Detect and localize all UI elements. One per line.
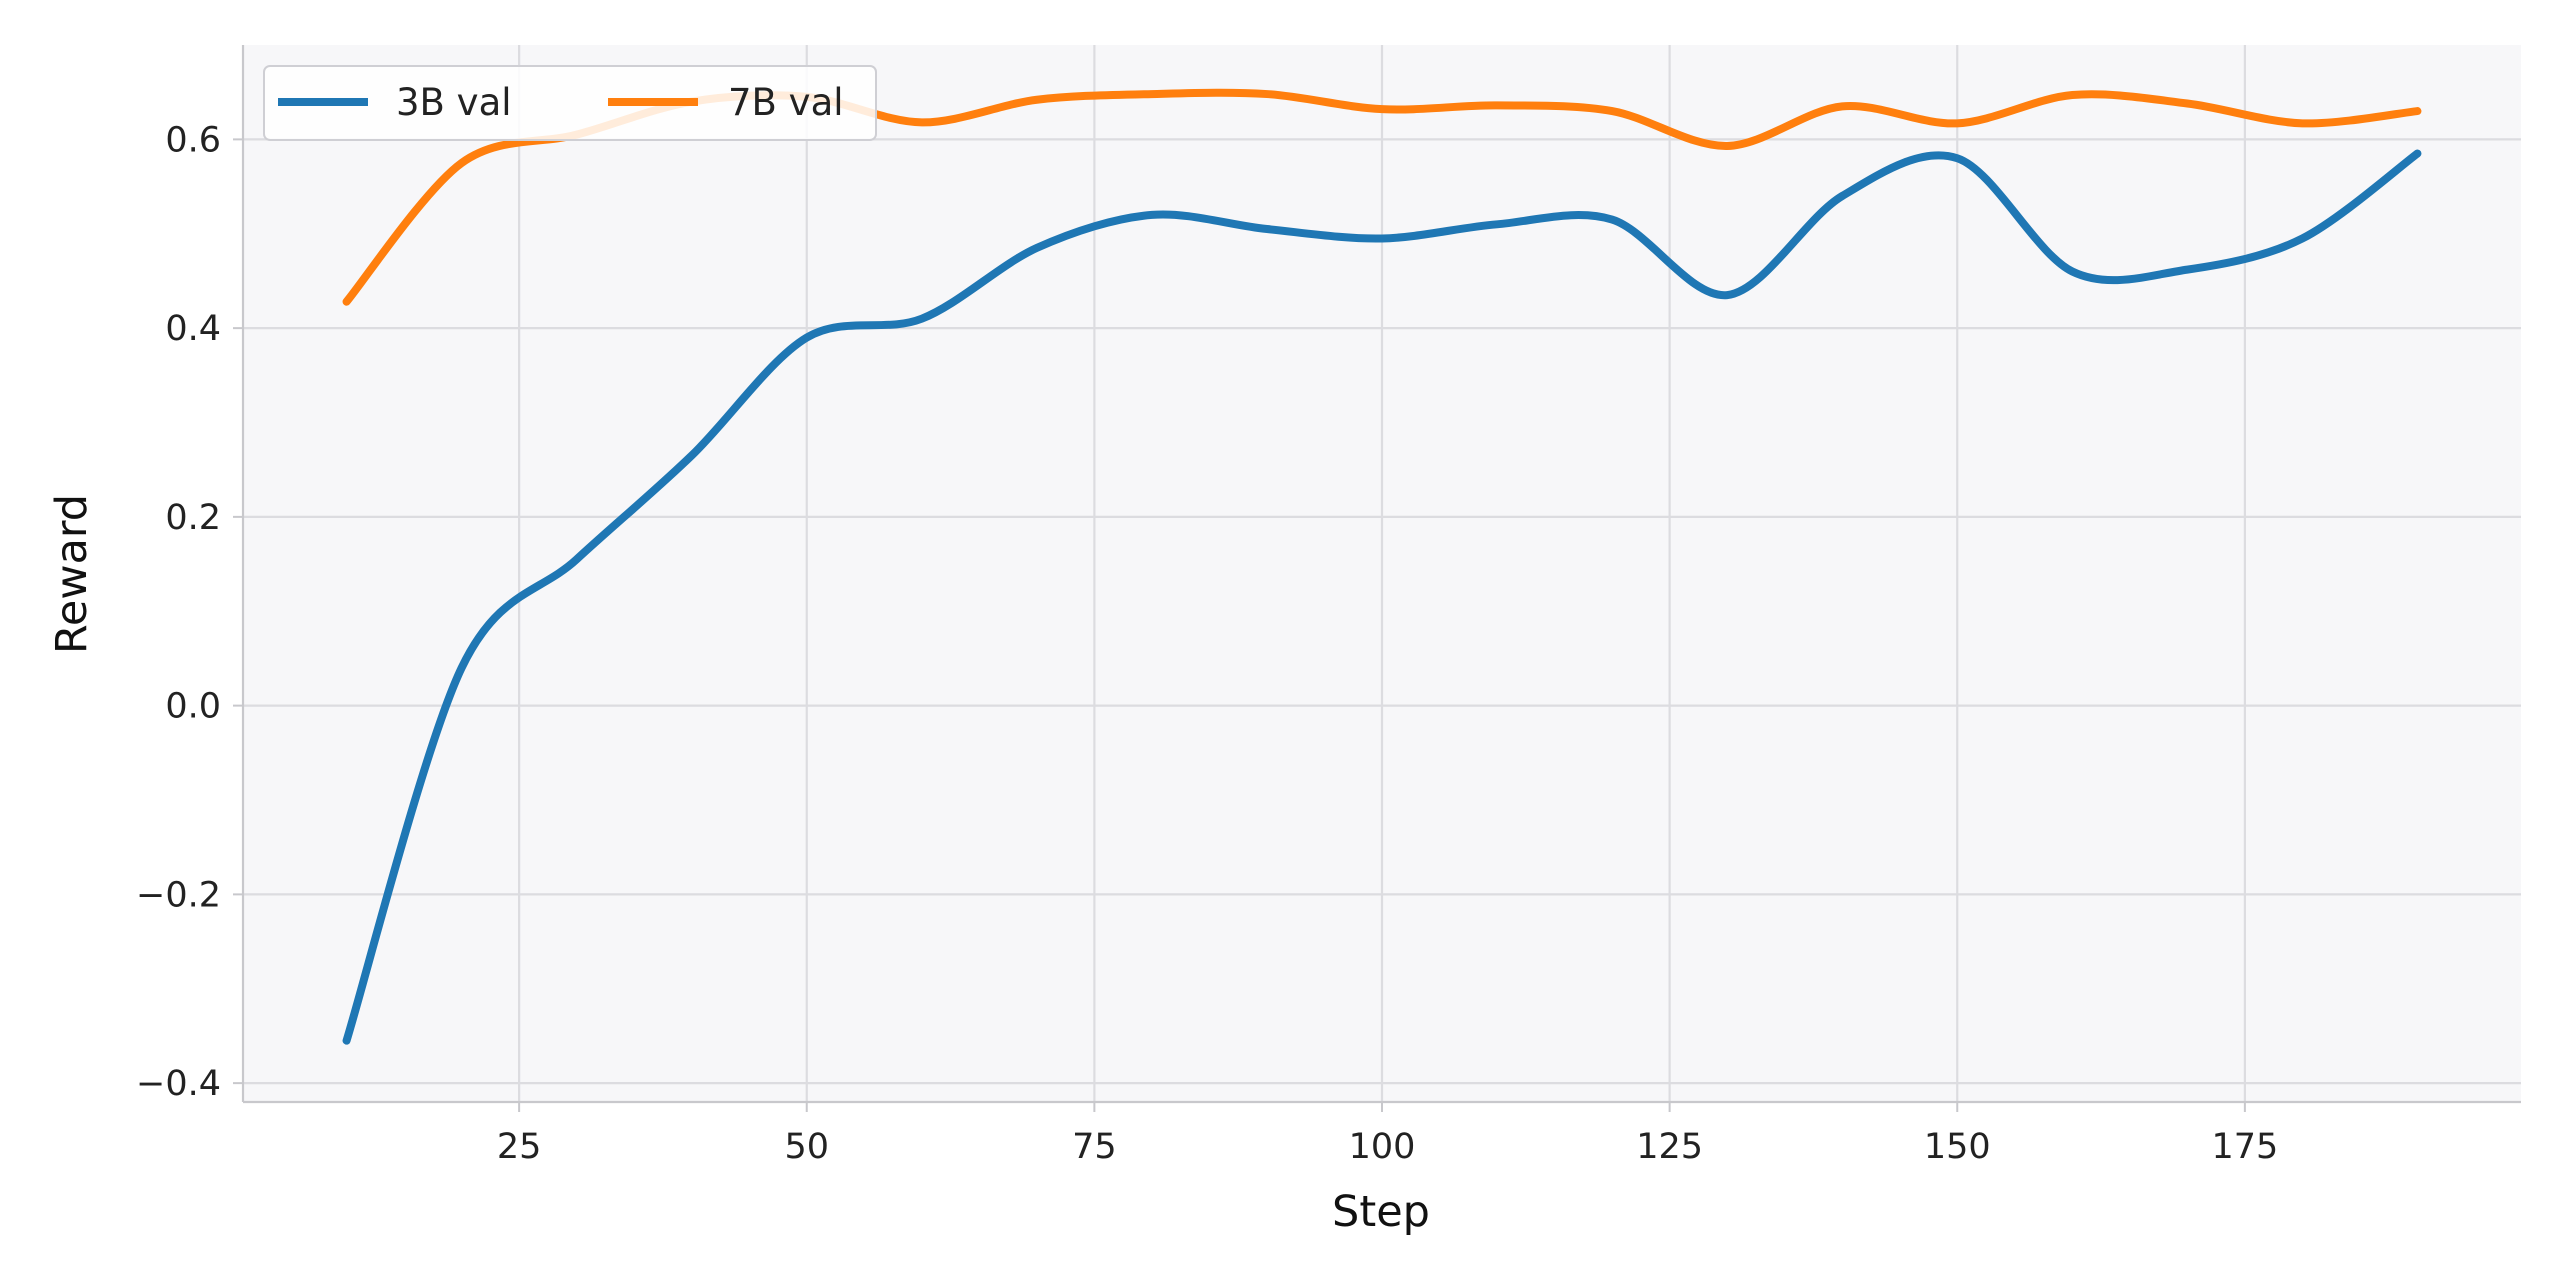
series-0 <box>342 149 2422 1045</box>
legend-label-3b: 3B val <box>396 81 512 124</box>
x-tick-label-6: 175 <box>2211 1127 2278 1167</box>
x-tick-label-2: 75 <box>1072 1127 1117 1167</box>
y-axis-label: Reward <box>47 494 97 654</box>
legend: 3B val 7B val <box>263 65 877 141</box>
y-tick-label-1: −0.2 <box>136 875 221 915</box>
y-tick-label-3: 0.2 <box>165 498 221 538</box>
x-axis-label: Step <box>1332 1187 1430 1237</box>
x-tick-label-3: 100 <box>1349 1127 1416 1167</box>
x-tick-label-1: 50 <box>784 1127 829 1167</box>
ticks: 25 50 75 100 125 150 175 −0.4 −0.2 0.0 0.2 0.4 0.6 <box>136 120 2278 1167</box>
y-tick-label-4: 0.4 <box>165 309 221 349</box>
x-tick-label-4: 125 <box>1636 1127 1703 1167</box>
x-tick-label-5: 150 <box>1924 1127 1991 1167</box>
series-line-0 <box>342 149 2422 1045</box>
x-tick-label-0: 25 <box>497 1127 542 1167</box>
y-tick-label-0: −0.4 <box>136 1064 221 1104</box>
y-tick-label-2: 0.0 <box>165 687 221 727</box>
legend-label-7b: 7B val <box>728 81 844 124</box>
legend-frame <box>263 65 877 141</box>
y-tick-label-5: 0.6 <box>165 120 221 160</box>
